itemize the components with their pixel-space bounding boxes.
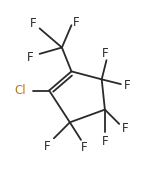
Text: F: F	[73, 16, 80, 29]
Text: Cl: Cl	[15, 84, 26, 97]
Text: F: F	[81, 141, 87, 154]
Text: F: F	[27, 50, 33, 64]
Text: F: F	[102, 135, 108, 148]
Text: F: F	[30, 17, 37, 30]
Text: F: F	[44, 140, 51, 153]
Text: F: F	[122, 122, 129, 135]
Text: F: F	[124, 79, 130, 92]
Text: F: F	[102, 47, 108, 60]
